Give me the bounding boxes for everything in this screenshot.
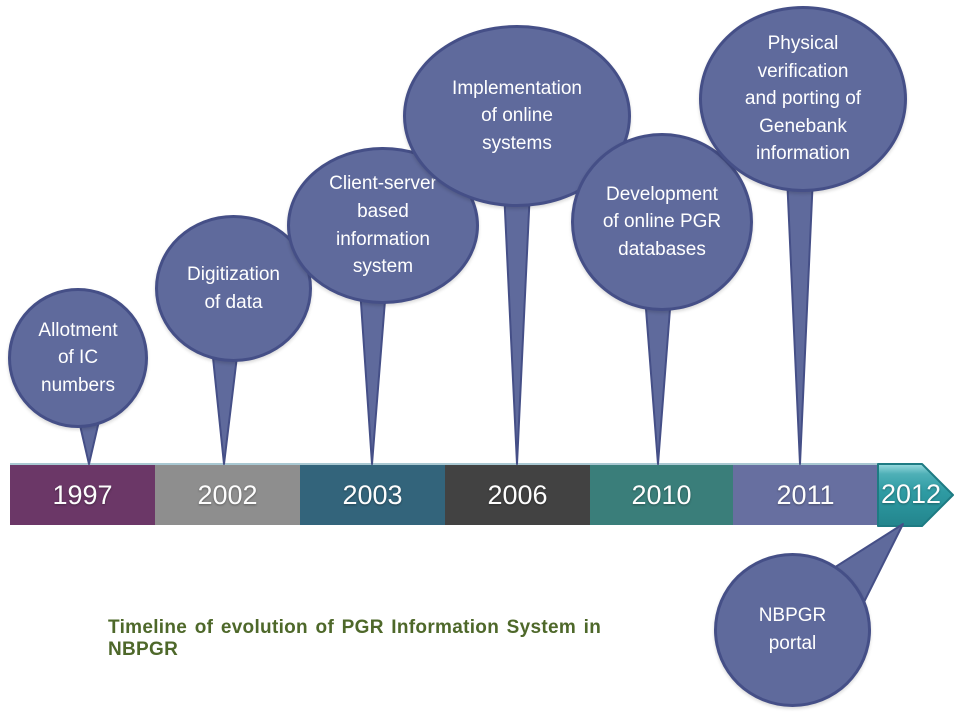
balloon-label: Development of online PGR databases	[602, 183, 722, 260]
balloon-tail-2003	[359, 287, 387, 465]
year-label-2006: 2006	[487, 479, 548, 510]
timeline-segment-2006: 2006	[445, 465, 590, 525]
year-label-2012: 2012	[880, 478, 942, 509]
balloon-tail-2011	[786, 175, 814, 465]
balloon-allotment-ic-numbers: Allotment of IC numbers	[8, 288, 148, 428]
balloon-label: Implementation of online systems	[452, 77, 582, 154]
balloon-label: NBPGR portal	[758, 605, 827, 654]
timeline-bar: 1997 2002 2003 2006 2010 2011	[10, 463, 878, 525]
balloon-label: Client-server based information system	[329, 173, 437, 278]
balloon-tail-2010	[644, 295, 672, 465]
timeline-segment-1997: 1997	[10, 465, 155, 525]
year-label-2002: 2002	[197, 479, 258, 510]
balloon-label: Digitization of data	[187, 263, 280, 313]
balloon-tail-2002	[211, 347, 239, 465]
balloon-nbpgr-portal: NBPGR portal	[714, 553, 871, 707]
year-label-2010: 2010	[631, 479, 692, 510]
balloon-genebank-information: Physical verification and porting of Gen…	[699, 6, 907, 192]
timeline-segment-2002: 2002	[155, 465, 300, 525]
balloon-tail-2006	[503, 189, 531, 465]
balloon-online-pgr-databases: Development of online PGR databases	[571, 133, 753, 311]
year-label-2011: 2011	[776, 479, 835, 510]
timeline-segment-2011: 2011	[733, 465, 878, 525]
timeline-segment-2010: 2010	[590, 465, 733, 525]
balloon-label: Physical verification and porting of Gen…	[744, 33, 862, 165]
year-label-1997: 1997	[52, 479, 113, 510]
diagram-caption: Timeline of evolution of PGR Information…	[108, 617, 602, 660]
year-label-2003: 2003	[342, 479, 403, 510]
balloon-digitization-of-data: Digitization of data	[155, 215, 312, 362]
timeline-segment-2003: 2003	[300, 465, 445, 525]
balloon-label: Allotment of IC numbers	[38, 319, 118, 396]
